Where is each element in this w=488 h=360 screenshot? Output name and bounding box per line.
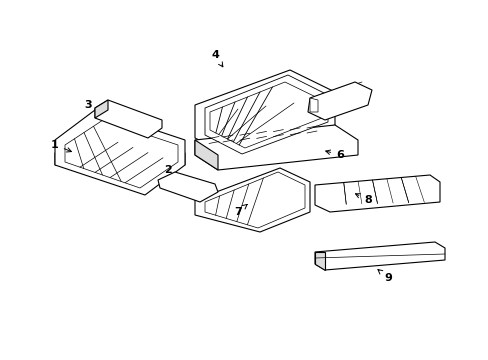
Polygon shape — [195, 168, 309, 232]
Text: 5: 5 — [321, 92, 338, 102]
Text: 4: 4 — [211, 50, 223, 67]
Polygon shape — [55, 123, 184, 165]
Text: 6: 6 — [325, 150, 343, 160]
Text: 2: 2 — [164, 165, 182, 180]
Polygon shape — [55, 110, 184, 195]
Polygon shape — [95, 100, 108, 118]
Text: 8: 8 — [355, 194, 371, 205]
Polygon shape — [314, 252, 325, 270]
Text: 3: 3 — [84, 100, 104, 111]
Polygon shape — [195, 140, 218, 170]
Text: 1: 1 — [51, 140, 71, 152]
Polygon shape — [314, 242, 444, 270]
Text: 7: 7 — [234, 204, 246, 217]
Text: 9: 9 — [377, 270, 391, 283]
Polygon shape — [309, 98, 317, 112]
Polygon shape — [314, 175, 439, 212]
Polygon shape — [307, 82, 371, 120]
Polygon shape — [204, 172, 305, 228]
Polygon shape — [158, 172, 218, 202]
Polygon shape — [209, 82, 321, 148]
Polygon shape — [65, 120, 178, 188]
Polygon shape — [95, 100, 162, 138]
Polygon shape — [195, 70, 334, 160]
Polygon shape — [195, 125, 357, 170]
Polygon shape — [204, 75, 327, 154]
